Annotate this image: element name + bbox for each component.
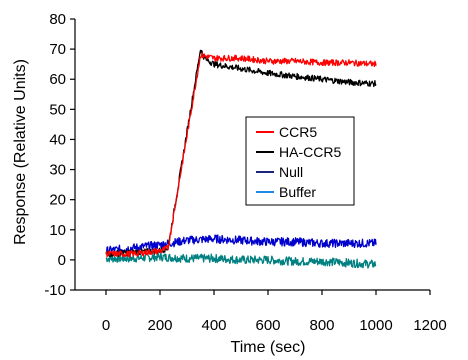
legend-label-ha-ccr5: HA-CCR5 — [279, 144, 341, 160]
series-line-ha-ccr5 — [105, 49, 377, 257]
y-tick-label: 70 — [49, 41, 66, 58]
legend-label-buffer: Buffer — [279, 184, 316, 200]
legend-label-null: Null — [279, 164, 303, 180]
y-tick-label: 80 — [49, 11, 66, 28]
series-line-null — [105, 234, 377, 256]
y-tick-label: 0 — [58, 252, 66, 269]
legend-label-ccr5: CCR5 — [279, 124, 317, 140]
x-tick-label: 400 — [201, 317, 226, 334]
y-tick-label: 60 — [49, 71, 66, 88]
x-tick-label: 0 — [102, 317, 110, 334]
x-tick-label: 1200 — [413, 317, 446, 334]
legend: CCR5 HA-CCR5 Null Buffer — [245, 116, 355, 206]
series-line-ccr5 — [105, 52, 377, 258]
y-axis-title: Response (Relative Units) — [12, 59, 29, 245]
y-tick-label: 30 — [49, 162, 66, 179]
x-tick-label: 1000 — [359, 317, 392, 334]
x-axis-title: Time (sec) — [231, 339, 306, 356]
y-tick-label: 10 — [49, 222, 66, 239]
y-tick-label: 20 — [49, 192, 66, 209]
y-tick-label: -10 — [44, 282, 66, 299]
series-layer — [105, 49, 377, 269]
x-tick-label: 200 — [147, 317, 172, 334]
y-tick-label: 50 — [49, 101, 66, 118]
x-tick-label: 600 — [255, 317, 280, 334]
x-tick-label: 800 — [309, 317, 334, 334]
y-tick-label: 40 — [49, 131, 66, 148]
series-line-buffer — [105, 252, 377, 269]
